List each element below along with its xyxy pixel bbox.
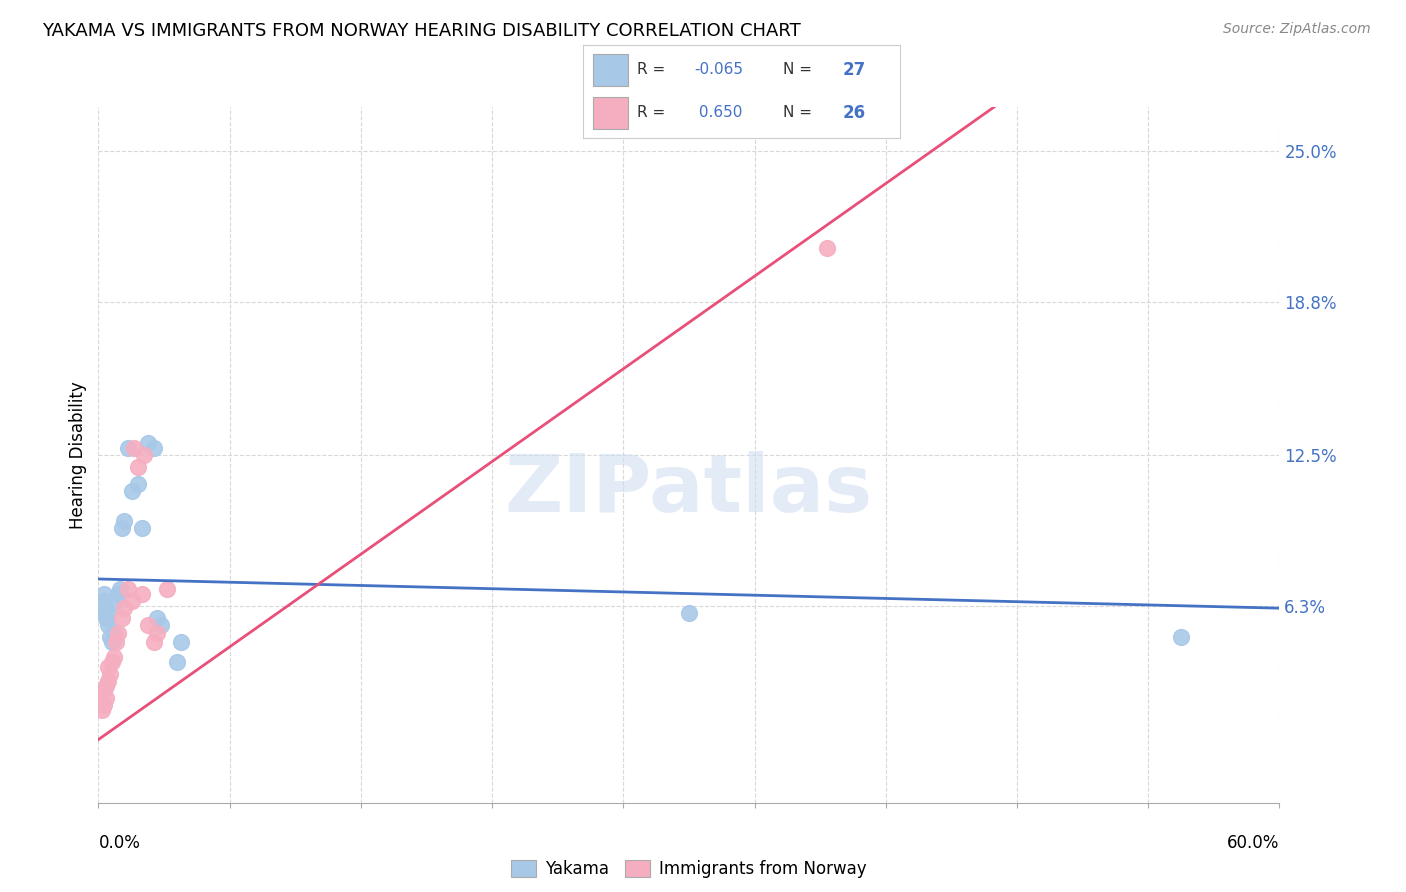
- FancyBboxPatch shape: [593, 97, 627, 129]
- Point: [93, 594, 115, 608]
- Point: [136, 618, 159, 632]
- Text: -0.065: -0.065: [695, 62, 744, 78]
- Point: [142, 635, 165, 649]
- Point: [96, 679, 118, 693]
- Point: [117, 441, 139, 455]
- Point: [101, 655, 124, 669]
- Text: N =: N =: [783, 105, 817, 120]
- Point: [815, 241, 838, 255]
- Point: [105, 594, 128, 608]
- Text: YAKAMA VS IMMIGRANTS FROM NORWAY HEARING DISABILITY CORRELATION CHART: YAKAMA VS IMMIGRANTS FROM NORWAY HEARING…: [42, 22, 801, 40]
- Point: [98, 666, 121, 681]
- Y-axis label: Hearing Disability: Hearing Disability: [69, 381, 87, 529]
- Point: [98, 631, 121, 645]
- Point: [150, 618, 173, 632]
- Point: [166, 655, 188, 669]
- Text: 0.650: 0.650: [695, 105, 742, 120]
- Point: [93, 684, 115, 698]
- Point: [97, 606, 120, 620]
- Point: [142, 441, 165, 455]
- Point: [132, 448, 155, 462]
- Point: [678, 606, 700, 620]
- Point: [97, 674, 120, 689]
- Point: [127, 477, 149, 491]
- Point: [112, 601, 135, 615]
- Point: [107, 586, 129, 600]
- Text: 0.0%: 0.0%: [98, 834, 141, 852]
- Point: [101, 635, 124, 649]
- Point: [146, 611, 169, 625]
- Point: [117, 582, 139, 596]
- Point: [111, 611, 134, 625]
- Point: [96, 601, 118, 615]
- Point: [105, 635, 128, 649]
- Text: Source: ZipAtlas.com: Source: ZipAtlas.com: [1223, 22, 1371, 37]
- Text: N =: N =: [783, 62, 817, 78]
- Point: [146, 625, 169, 640]
- Point: [127, 460, 149, 475]
- Point: [97, 618, 120, 632]
- Point: [170, 635, 193, 649]
- Point: [111, 521, 134, 535]
- Point: [93, 698, 115, 713]
- Point: [103, 625, 125, 640]
- Point: [91, 703, 114, 717]
- Point: [89, 691, 111, 706]
- Point: [97, 659, 120, 673]
- Point: [107, 625, 129, 640]
- Point: [96, 611, 118, 625]
- Text: 60.0%: 60.0%: [1227, 834, 1279, 852]
- Point: [96, 691, 118, 706]
- Text: 27: 27: [844, 61, 866, 78]
- Text: R =: R =: [637, 62, 671, 78]
- Point: [93, 586, 115, 600]
- Point: [136, 435, 159, 450]
- Point: [121, 484, 143, 499]
- Point: [1170, 631, 1192, 645]
- Point: [131, 521, 153, 535]
- Point: [91, 606, 114, 620]
- Text: R =: R =: [637, 105, 671, 120]
- Point: [156, 582, 179, 596]
- Point: [131, 586, 153, 600]
- Point: [103, 649, 125, 664]
- Text: 26: 26: [844, 104, 866, 122]
- Legend: Yakama, Immigrants from Norway: Yakama, Immigrants from Norway: [505, 854, 873, 885]
- FancyBboxPatch shape: [593, 54, 627, 86]
- Text: ZIPatlas: ZIPatlas: [505, 450, 873, 529]
- Point: [112, 514, 135, 528]
- Point: [108, 582, 131, 596]
- Point: [122, 441, 145, 455]
- Point: [121, 594, 143, 608]
